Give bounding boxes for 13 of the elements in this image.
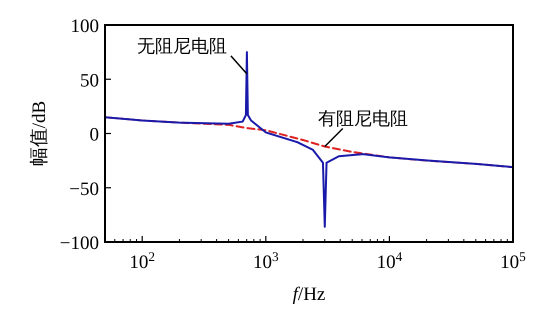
y-axis-title: 幅值/dB	[29, 100, 50, 166]
x-tick-label: 10$^{4}$	[376, 248, 403, 273]
y-tick-label: 0	[90, 124, 99, 146]
x-tick-label: 10$^{3}$	[252, 248, 279, 273]
x-tick-label: 10$^{5}$	[500, 248, 526, 273]
annotation: 有阻尼电阻	[318, 108, 408, 129]
annotation: 无阻尼电阻	[136, 36, 227, 56]
x-tick-label: 10$^{2}$	[129, 248, 156, 273]
y-tick-label: −50	[69, 178, 99, 200]
y-tick-label: 100	[70, 16, 99, 37]
y-tick-label: 50	[80, 70, 99, 92]
y-tick-label: −100	[60, 233, 99, 254]
x-axis-title: f/Hz	[292, 284, 326, 305]
